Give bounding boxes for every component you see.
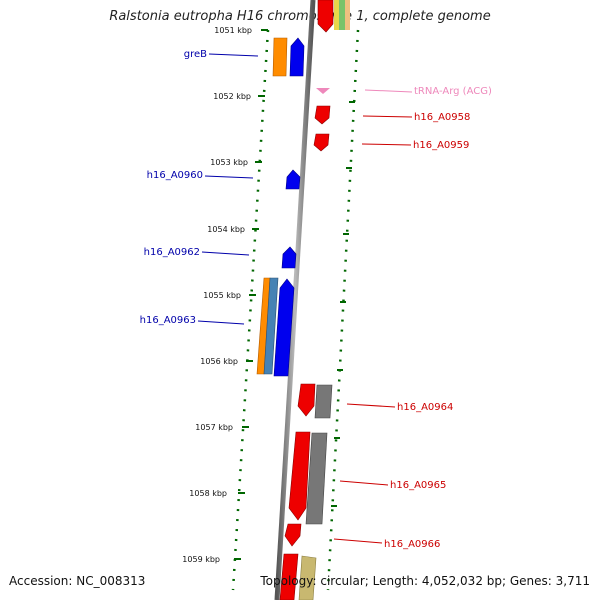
gene-label-trna-arg[interactable]: tRNA-Arg (ACG) (414, 86, 492, 97)
gene-h16-a0958[interactable] (314, 105, 331, 125)
tick-label: 1051 kbp (214, 26, 252, 35)
map-title: Ralstonia eutropha H16 chromosome 1, com… (109, 9, 491, 24)
gene-h16-a0963-blue[interactable] (273, 278, 295, 377)
gene-h16-a0964-gray[interactable] (314, 384, 333, 419)
tick-label: 1056 kbp (200, 357, 238, 366)
chromosome-backbone (274, 0, 316, 600)
reverse-genes (279, 0, 350, 600)
tick-label: 1053 kbp (210, 158, 248, 167)
gene-label-h16-a0959[interactable]: h16_A0959 (413, 140, 469, 151)
gene-top-tan[interactable] (345, 0, 350, 30)
tick-label: 1057 kbp (195, 423, 233, 432)
gene-h16-a0962[interactable] (281, 246, 297, 269)
gene-top-yellow[interactable] (334, 0, 339, 30)
gene-label-h16-a0958[interactable]: h16_A0958 (414, 112, 470, 123)
left-gene-labels: greB h16_A0960 h16_A0962 h16_A0963 (140, 49, 259, 326)
gene-top-green[interactable] (339, 0, 345, 30)
tick-label: 1059 kbp (182, 555, 220, 564)
inner-dotted-ring (231, 29, 270, 591)
gene-greb-orange[interactable] (272, 37, 288, 77)
tick-label: 1054 kbp (207, 225, 245, 234)
gene-label-h16-a0960[interactable]: h16_A0960 (147, 170, 203, 181)
gene-h16-a0965-gray[interactable] (305, 432, 328, 525)
gene-h16-a0966[interactable] (284, 523, 302, 547)
outer-ring-ticks (331, 101, 355, 507)
kbp-scale: 1051 kbp 1052 kbp 1053 kbp 1054 kbp 1055… (182, 26, 268, 564)
tick-label: 1055 kbp (203, 291, 241, 300)
tick-label: 1052 kbp (213, 92, 251, 101)
right-gene-labels: tRNA-Arg (ACG) h16_A0958 h16_A0959 h16_A… (333, 86, 492, 550)
gene-label-h16-a0962[interactable]: h16_A0962 (144, 247, 200, 258)
accession-text: Accession: NC_008313 (9, 574, 146, 588)
gene-label-h16-a0965[interactable]: h16_A0965 (390, 480, 446, 491)
topology-text: Topology: circular; Length: 4,052,032 bp… (260, 574, 590, 588)
outer-dotted-ring (326, 29, 360, 591)
gene-label-h16-a0964[interactable]: h16_A0964 (397, 402, 453, 413)
gene-bottom-red[interactable] (279, 553, 299, 600)
gene-h16-a0960[interactable] (285, 169, 301, 190)
gene-label-h16-a0963[interactable]: h16_A0963 (140, 315, 196, 326)
gene-bottom-khaki[interactable] (298, 555, 317, 600)
forward-genes (256, 37, 305, 377)
gene-h16-a0963-steelblue[interactable] (263, 277, 279, 375)
gene-greb-blue[interactable] (289, 37, 305, 77)
gene-h16-a0965-red[interactable] (288, 431, 311, 521)
gene-trna-arg[interactable] (316, 88, 330, 94)
gene-h16-a0959[interactable] (313, 133, 330, 152)
gene-label-greb[interactable]: greB (184, 49, 207, 60)
gene-top-red[interactable] (317, 0, 334, 33)
gene-label-h16-a0966[interactable]: h16_A0966 (384, 539, 440, 550)
gene-h16-a0964-red[interactable] (297, 383, 316, 417)
tick-label: 1058 kbp (189, 489, 227, 498)
